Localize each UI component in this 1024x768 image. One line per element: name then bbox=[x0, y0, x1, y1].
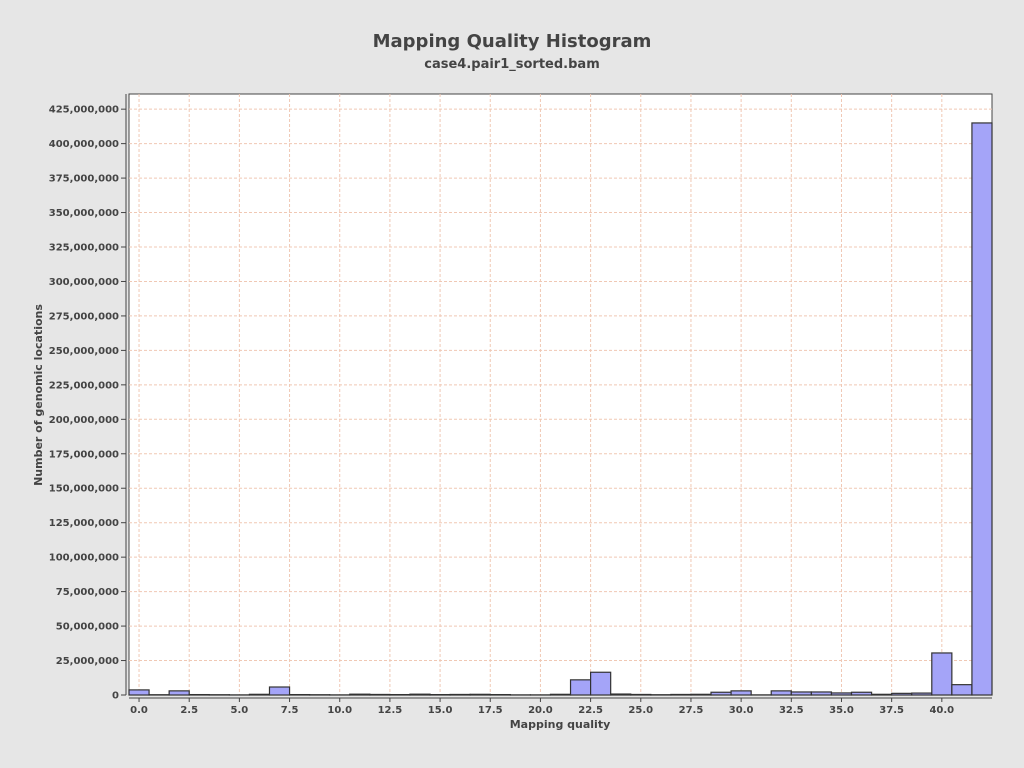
histogram-bar bbox=[670, 693, 692, 696]
histogram-bar bbox=[349, 693, 371, 696]
y-tick-label: 25,000,000 bbox=[56, 656, 119, 667]
histogram-bar bbox=[128, 689, 150, 696]
y-tick-label: 50,000,000 bbox=[56, 622, 119, 633]
histogram-bar bbox=[790, 691, 812, 696]
histogram-bar bbox=[248, 693, 271, 696]
y-tick-label: 225,000,000 bbox=[49, 380, 119, 391]
x-tick-label: 10.0 bbox=[327, 705, 352, 716]
y-tick-label: 0 bbox=[112, 691, 119, 702]
y-tick-label: 125,000,000 bbox=[49, 518, 119, 529]
x-tick-label: 37.5 bbox=[879, 705, 904, 716]
gridlines bbox=[129, 94, 992, 695]
y-tick-label: 375,000,000 bbox=[49, 174, 119, 185]
axis-ticks: 0.0 2.5 5.0 7.5 10.0 12.5 15.0 17.5 20.0 22.5 25.0… bbox=[49, 105, 954, 716]
histogram-bar bbox=[850, 691, 873, 696]
y-axis-label: Number of genomic locations bbox=[32, 304, 45, 486]
y-tick-label: 175,000,000 bbox=[49, 449, 119, 460]
histogram-bar bbox=[870, 693, 893, 696]
y-tick-label: 150,000,000 bbox=[49, 484, 119, 495]
histogram-bar bbox=[409, 693, 431, 696]
y-tick-label: 350,000,000 bbox=[49, 208, 119, 219]
histogram-bar bbox=[931, 652, 953, 696]
y-tick-label: 325,000,000 bbox=[49, 243, 119, 254]
histogram-bar bbox=[469, 693, 491, 696]
histogram-bar bbox=[168, 690, 190, 696]
y-tick-label: 75,000,000 bbox=[56, 587, 119, 598]
x-axis-label: Mapping quality bbox=[510, 718, 611, 731]
chart-subtitle: case4.pair1_sorted.bam bbox=[424, 57, 600, 72]
x-tick-label: 30.0 bbox=[729, 705, 754, 716]
x-tick-label: 20.0 bbox=[528, 705, 553, 716]
x-tick-label: 2.5 bbox=[180, 705, 198, 716]
histogram-bar bbox=[590, 671, 612, 696]
histogram-bar bbox=[891, 692, 913, 696]
x-tick-label: 32.5 bbox=[779, 705, 804, 716]
x-tick-label: 22.5 bbox=[578, 705, 603, 716]
histogram-bar bbox=[268, 686, 291, 696]
plot-area bbox=[128, 93, 993, 696]
chart-title: Mapping Quality Histogram bbox=[372, 31, 652, 52]
histogram-bar bbox=[549, 693, 572, 696]
x-tick-label: 0.0 bbox=[130, 705, 148, 716]
y-tick-label: 100,000,000 bbox=[49, 553, 119, 564]
y-tick-label: 425,000,000 bbox=[49, 105, 119, 116]
histogram-bar bbox=[369, 693, 391, 696]
x-tick-label: 12.5 bbox=[378, 705, 403, 716]
histogram-bar bbox=[449, 693, 471, 696]
histogram-bar bbox=[810, 691, 833, 696]
histogram-bar bbox=[971, 122, 993, 696]
x-tick-label: 5.0 bbox=[231, 705, 249, 716]
y-tick-label: 400,000,000 bbox=[49, 139, 119, 150]
x-tick-label: 17.5 bbox=[478, 705, 503, 716]
y-tick-label: 250,000,000 bbox=[49, 346, 119, 357]
histogram-bar bbox=[951, 684, 973, 696]
y-tick-label: 300,000,000 bbox=[49, 277, 119, 288]
histogram-bar bbox=[770, 690, 792, 696]
histogram-bar bbox=[610, 693, 632, 696]
x-tick-label: 35.0 bbox=[829, 705, 854, 716]
bars bbox=[128, 122, 993, 696]
histogram-bar bbox=[690, 693, 712, 696]
histogram-bar bbox=[569, 679, 592, 696]
y-tick-label: 275,000,000 bbox=[49, 311, 119, 322]
histogram-bar bbox=[730, 690, 752, 696]
histogram-bar bbox=[911, 692, 933, 696]
x-tick-label: 27.5 bbox=[679, 705, 704, 716]
y-tick-label: 200,000,000 bbox=[49, 415, 119, 426]
histogram-bar bbox=[630, 693, 652, 696]
histogram-bar bbox=[830, 692, 853, 696]
x-tick-label: 25.0 bbox=[628, 705, 653, 716]
histogram-bar bbox=[710, 691, 732, 696]
x-tick-label: 15.0 bbox=[428, 705, 453, 716]
x-tick-label: 40.0 bbox=[929, 705, 954, 716]
x-tick-label: 7.5 bbox=[281, 705, 299, 716]
